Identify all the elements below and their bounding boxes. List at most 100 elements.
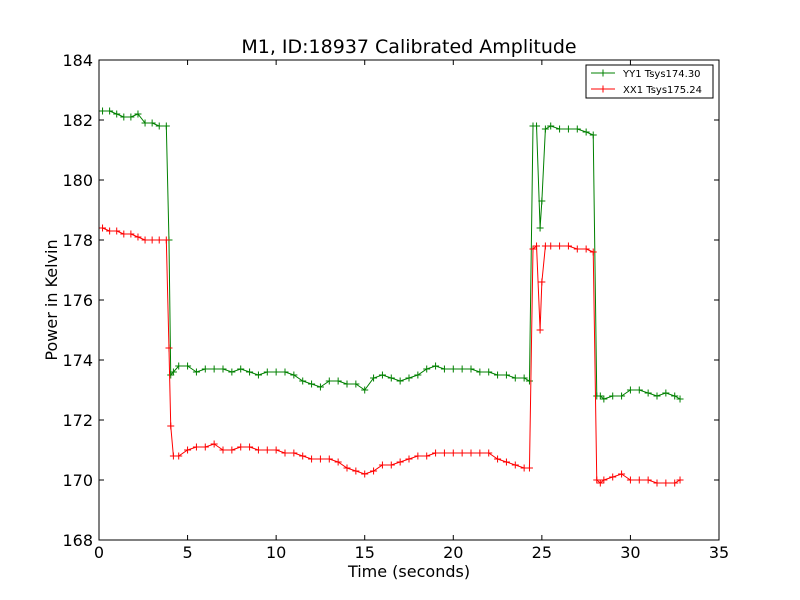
data-point	[370, 374, 378, 382]
x-tick-label: 5	[182, 543, 192, 562]
y-tick-label: 180	[62, 171, 93, 190]
legend-swatch-marker	[599, 85, 607, 93]
data-point	[609, 392, 617, 400]
data-point	[148, 236, 156, 244]
data-point	[192, 368, 200, 376]
data-point	[148, 119, 156, 127]
data-point	[635, 386, 643, 394]
data-point	[582, 245, 590, 253]
data-point	[414, 371, 422, 379]
data-point	[272, 368, 280, 376]
data-point	[644, 389, 652, 397]
data-point	[564, 125, 572, 133]
data-point	[387, 374, 395, 382]
data-point	[113, 110, 121, 118]
data-point	[370, 467, 378, 475]
data-point	[281, 368, 289, 376]
y-tick-label: 178	[62, 231, 93, 250]
data-point	[423, 365, 431, 373]
x-tick-label: 35	[709, 543, 729, 562]
y-axis-label: Power in Kelvin	[42, 239, 61, 360]
y-tick-label: 176	[62, 291, 93, 310]
data-point	[676, 395, 684, 403]
data-point	[106, 227, 114, 235]
data-point	[600, 395, 608, 403]
data-point	[573, 245, 581, 253]
data-point	[467, 365, 475, 373]
data-point	[476, 449, 484, 457]
data-point	[618, 392, 626, 400]
data-point	[361, 470, 369, 478]
series-layer	[99, 107, 684, 487]
data-point	[589, 248, 597, 256]
x-tick-label: 10	[266, 543, 286, 562]
data-point	[127, 230, 135, 238]
data-point	[525, 377, 533, 385]
data-point	[564, 242, 572, 250]
data-point	[547, 122, 555, 130]
data-point	[361, 386, 369, 394]
data-point	[192, 443, 200, 451]
data-point	[671, 479, 679, 487]
data-point	[334, 458, 342, 466]
data-point	[525, 464, 533, 472]
data-point	[671, 392, 679, 400]
data-point	[120, 230, 128, 238]
data-point	[290, 371, 298, 379]
data-point	[396, 458, 404, 466]
data-point	[538, 197, 546, 205]
data-point	[308, 455, 316, 463]
data-point	[334, 377, 342, 385]
x-tick-label: 30	[620, 543, 640, 562]
data-point	[467, 449, 475, 457]
data-point	[167, 422, 175, 430]
data-point	[162, 122, 170, 130]
x-tick-label: 0	[94, 543, 104, 562]
data-point	[596, 479, 604, 487]
data-point	[219, 365, 227, 373]
data-point	[511, 374, 519, 382]
data-point	[254, 446, 262, 454]
data-point	[440, 365, 448, 373]
data-point	[201, 443, 209, 451]
data-point	[228, 446, 236, 454]
data-point	[352, 467, 360, 475]
data-point	[520, 374, 528, 382]
data-point	[533, 242, 541, 250]
x-tick-label: 15	[355, 543, 375, 562]
data-point	[589, 131, 597, 139]
data-point	[485, 368, 493, 376]
data-point	[494, 455, 502, 463]
data-point	[308, 380, 316, 388]
data-point	[246, 443, 254, 451]
x-tick-label: 25	[532, 543, 552, 562]
data-point	[502, 458, 510, 466]
data-point	[99, 224, 107, 232]
data-point	[141, 119, 149, 127]
data-point	[511, 461, 519, 469]
data-point	[502, 371, 510, 379]
data-point	[184, 362, 192, 370]
data-point	[440, 449, 448, 457]
data-point	[609, 473, 617, 481]
data-point	[99, 107, 107, 115]
data-point	[162, 236, 170, 244]
series-xx1	[99, 224, 684, 487]
legend-frame	[585, 64, 714, 99]
data-point	[556, 242, 564, 250]
data-point	[316, 455, 324, 463]
data-point	[662, 389, 670, 397]
data-point	[573, 125, 581, 133]
data-point	[201, 365, 209, 373]
data-point	[635, 476, 643, 484]
data-point	[120, 113, 128, 121]
data-point	[618, 470, 626, 478]
y-tick-label: 174	[62, 351, 93, 370]
legend: YY1 Tsys174.30 XX1 Tsys175.24	[585, 64, 714, 99]
data-point	[538, 278, 546, 286]
data-point	[541, 125, 549, 133]
data-point	[237, 365, 245, 373]
data-point	[644, 476, 652, 484]
